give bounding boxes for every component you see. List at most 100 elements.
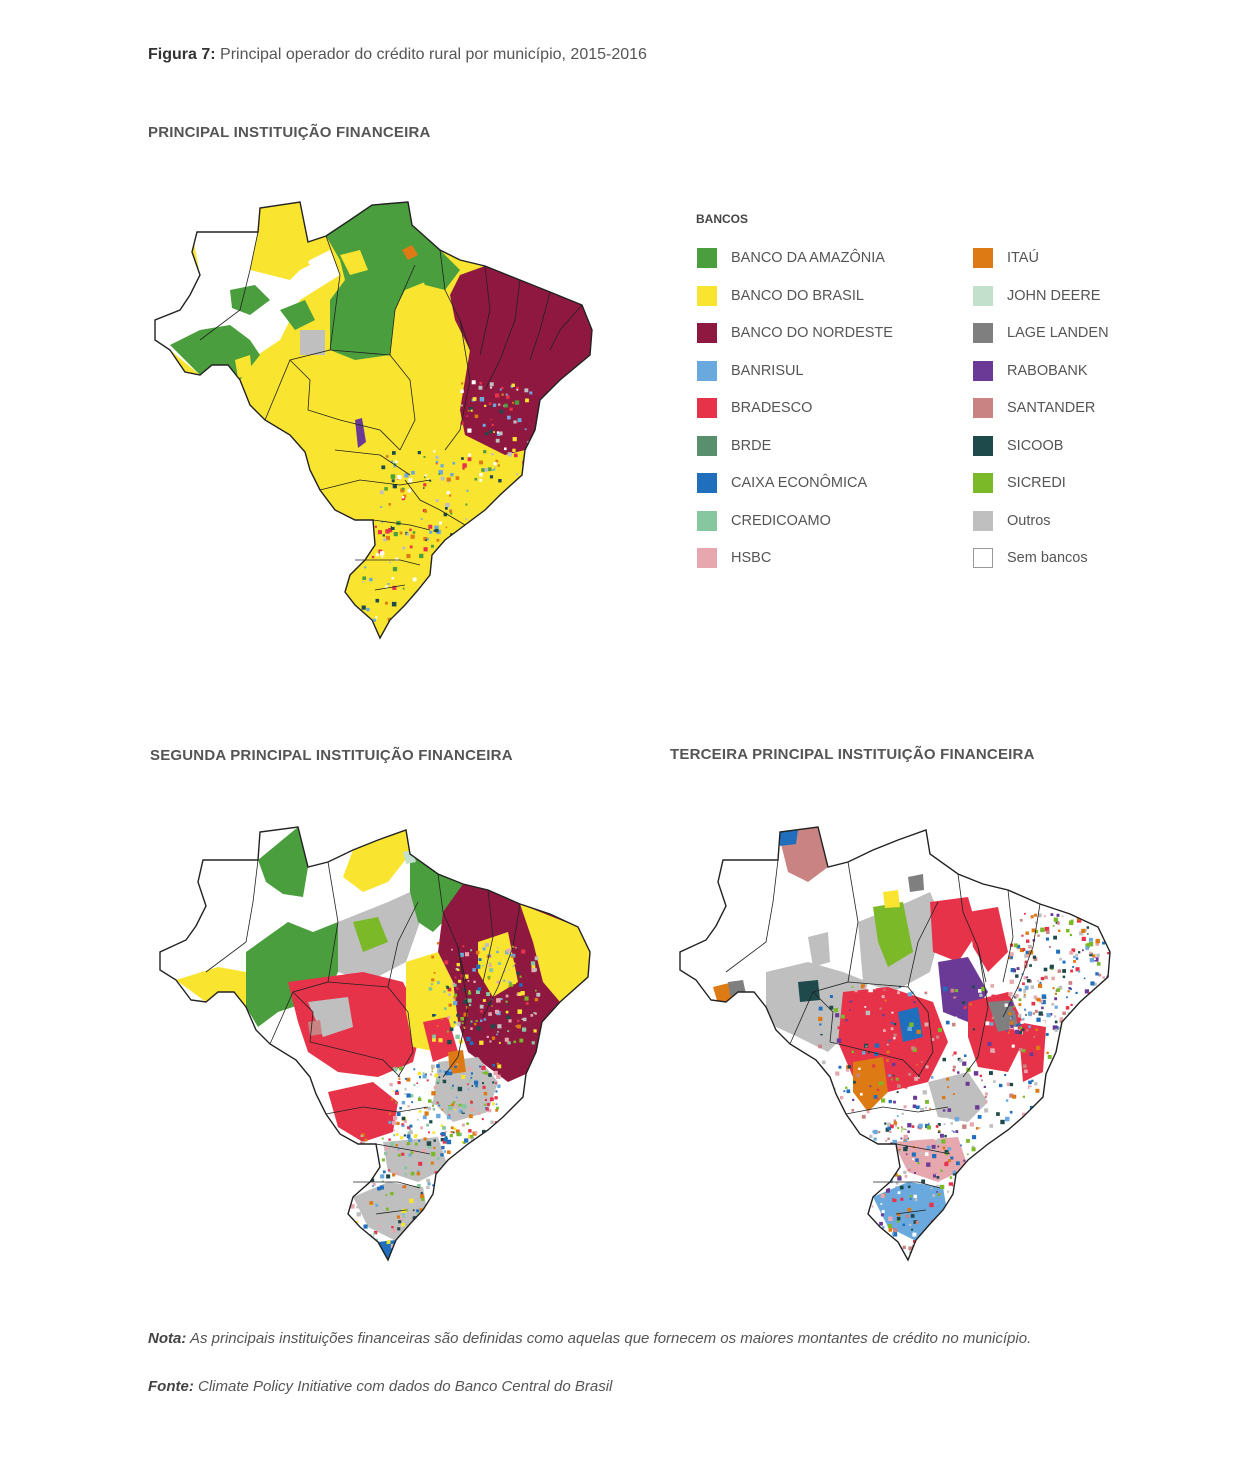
municipality-patch bbox=[489, 962, 491, 964]
municipality-patch bbox=[1075, 953, 1078, 957]
municipality-patch bbox=[876, 1173, 881, 1177]
municipality-patch bbox=[443, 990, 446, 993]
municipality-patch bbox=[845, 1019, 848, 1022]
municipality-patch bbox=[1054, 997, 1058, 1001]
municipality-patch bbox=[880, 1193, 885, 1198]
municipality-patch bbox=[465, 952, 470, 957]
municipality-patch bbox=[1099, 925, 1104, 930]
municipality-patch bbox=[971, 1145, 975, 1149]
municipality-patch bbox=[977, 1237, 980, 1240]
municipality-patch bbox=[482, 1140, 486, 1144]
municipality-patch bbox=[937, 1028, 942, 1033]
municipality-patch bbox=[1031, 1079, 1034, 1082]
municipality-patch bbox=[1013, 958, 1018, 963]
municipality-patch bbox=[413, 1134, 418, 1139]
municipality-patch bbox=[911, 1228, 913, 1231]
municipality-patch bbox=[490, 1097, 494, 1102]
municipality-patch bbox=[447, 1195, 450, 1198]
municipality-patch bbox=[440, 464, 444, 468]
municipality-patch bbox=[461, 1075, 466, 1079]
municipality-patch bbox=[991, 1016, 995, 1020]
municipality-patch bbox=[385, 455, 389, 458]
municipality-patch bbox=[1054, 1020, 1058, 1024]
municipality-patch bbox=[890, 1124, 894, 1129]
municipality-patch bbox=[1022, 1112, 1026, 1117]
municipality-patch bbox=[404, 1213, 408, 1217]
municipality-patch bbox=[447, 1150, 451, 1154]
municipality-patch bbox=[389, 1082, 393, 1087]
municipality-patch bbox=[1056, 913, 1060, 917]
municipality-patch bbox=[403, 494, 407, 498]
municipality-patch bbox=[1100, 993, 1103, 995]
municipality-patch bbox=[453, 1000, 458, 1006]
municipality-patch bbox=[1100, 1022, 1104, 1026]
municipality-patch bbox=[971, 1213, 975, 1217]
municipality-patch bbox=[450, 1126, 454, 1130]
municipality-patch bbox=[978, 989, 982, 993]
municipality-patch bbox=[374, 1244, 377, 1247]
source-text: Climate Policy Initiative com dados do B… bbox=[198, 1378, 613, 1395]
municipality-patch bbox=[1046, 1048, 1050, 1052]
municipality-patch bbox=[435, 462, 438, 465]
municipality-patch bbox=[460, 974, 464, 978]
municipality-patch bbox=[1054, 1005, 1058, 1009]
municipality-patch bbox=[471, 1085, 474, 1087]
municipality-patch bbox=[1105, 982, 1109, 986]
municipality-patch bbox=[356, 1151, 359, 1154]
municipality-patch bbox=[464, 1138, 469, 1143]
municipality-patch bbox=[884, 999, 887, 1002]
municipality-patch bbox=[466, 489, 469, 492]
municipality-patch bbox=[888, 1216, 893, 1221]
municipality-patch bbox=[925, 1100, 929, 1104]
municipality-patch bbox=[517, 1009, 522, 1014]
municipality-patch bbox=[1034, 930, 1039, 934]
municipality-patch bbox=[390, 526, 395, 530]
municipality-patch bbox=[820, 1033, 823, 1037]
municipality-patch bbox=[430, 1161, 434, 1165]
municipality-patch bbox=[392, 585, 397, 590]
municipality-patch bbox=[989, 1124, 994, 1128]
legend-swatch bbox=[973, 285, 993, 306]
municipality-patch bbox=[440, 1017, 443, 1020]
municipality-patch bbox=[845, 1079, 850, 1084]
municipality-patch bbox=[884, 1116, 888, 1119]
legend-item: RABOBANK bbox=[973, 360, 1088, 381]
municipality-patch bbox=[438, 473, 441, 476]
municipality-patch bbox=[437, 981, 440, 985]
municipality-patch bbox=[373, 1230, 378, 1235]
municipality-patch bbox=[956, 1161, 960, 1166]
municipality-patch bbox=[1077, 1028, 1080, 1032]
municipality-patch bbox=[1025, 931, 1029, 935]
municipality-patch bbox=[360, 536, 365, 541]
municipality-patch bbox=[535, 989, 537, 992]
municipality-patch bbox=[506, 1003, 509, 1006]
municipality-patch bbox=[892, 1232, 895, 1235]
municipality-patch bbox=[449, 1134, 453, 1138]
municipality-patch bbox=[851, 1000, 853, 1002]
municipality-patch bbox=[939, 1215, 942, 1218]
municipality-patch bbox=[467, 457, 472, 462]
brazil-map-principal bbox=[154, 201, 593, 639]
municipality-patch bbox=[1059, 1019, 1063, 1023]
municipality-patch bbox=[509, 407, 513, 411]
municipality-patch bbox=[424, 1226, 428, 1230]
municipality-patch bbox=[400, 488, 405, 493]
municipality-patch bbox=[876, 1088, 880, 1091]
municipality-patch bbox=[1047, 1080, 1050, 1083]
municipality-patch bbox=[934, 1236, 937, 1239]
municipality-patch bbox=[418, 1139, 421, 1142]
municipality-patch bbox=[430, 1215, 434, 1219]
municipality-patch bbox=[822, 1081, 827, 1086]
municipality-patch bbox=[984, 1092, 988, 1096]
municipality-patch bbox=[411, 1101, 414, 1104]
municipality-patch bbox=[973, 1164, 977, 1168]
municipality-patch bbox=[1017, 947, 1020, 950]
municipality-patch bbox=[851, 1109, 855, 1112]
municipality-patch bbox=[1103, 1023, 1107, 1027]
municipality-patch bbox=[534, 997, 539, 1002]
municipality-patch bbox=[481, 1118, 484, 1121]
municipality-patch bbox=[440, 1124, 444, 1127]
municipality-patch bbox=[1092, 1010, 1094, 1013]
municipality-patch bbox=[465, 503, 468, 506]
municipality-patch bbox=[516, 389, 519, 391]
